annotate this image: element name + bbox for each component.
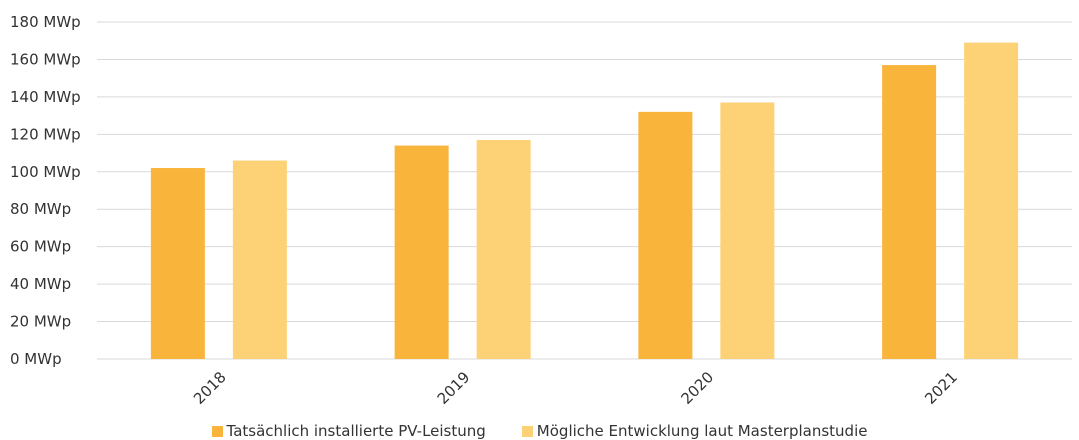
y-tick-label: 20 MWp [10, 313, 71, 331]
bar-projected-2018 [232, 160, 287, 359]
legend-label-actual: Tatsächlich installierte PV-Leistung [226, 422, 486, 440]
bar-actual-2019 [394, 145, 449, 359]
bar-actual-2021 [882, 65, 937, 360]
y-tick-label: 0 MWp [10, 350, 62, 368]
y-tick-label: 160 MWp [10, 50, 81, 68]
legend-swatch-projected [521, 426, 533, 437]
legend-label-projected: Mögliche Entwicklung laut Masterplanstud… [536, 422, 868, 440]
y-tick-label: 100 MWp [10, 163, 81, 181]
x-tick-label: 2021 [921, 368, 961, 408]
bar-projected-2021 [964, 42, 1019, 359]
x-tick-label: 2018 [190, 368, 230, 408]
legend-item-projected: Mögliche Entwicklung laut Masterplanstud… [521, 422, 868, 440]
bar-projected-2019 [476, 139, 531, 359]
y-axis-ticks: 0 MWp 20 MWp 40 MWp 60 MWp 80 MWp 100 MWp 120 … [10, 13, 81, 368]
legend-swatch-actual [211, 426, 223, 437]
bar-actual-2018 [150, 168, 205, 359]
bar-actual-2020 [638, 111, 693, 359]
y-tick-label: 60 MWp [10, 238, 71, 256]
legend: Tatsächlich installierte PV-Leistung Mög… [0, 423, 1079, 440]
x-tick-label: 2019 [434, 368, 474, 408]
y-tick-label: 140 MWp [10, 88, 81, 106]
y-tick-label: 120 MWp [10, 125, 81, 143]
x-tick-label: 2020 [677, 368, 717, 408]
bars [150, 42, 1019, 360]
legend-item-actual: Tatsächlich installierte PV-Leistung [211, 422, 486, 440]
y-tick-label: 180 MWp [10, 13, 81, 31]
y-tick-label: 80 MWp [10, 200, 71, 218]
bar-projected-2020 [720, 102, 775, 359]
y-tick-label: 40 MWp [10, 275, 71, 293]
x-axis-ticks: 2018 2019 2020 2021 [190, 368, 961, 408]
